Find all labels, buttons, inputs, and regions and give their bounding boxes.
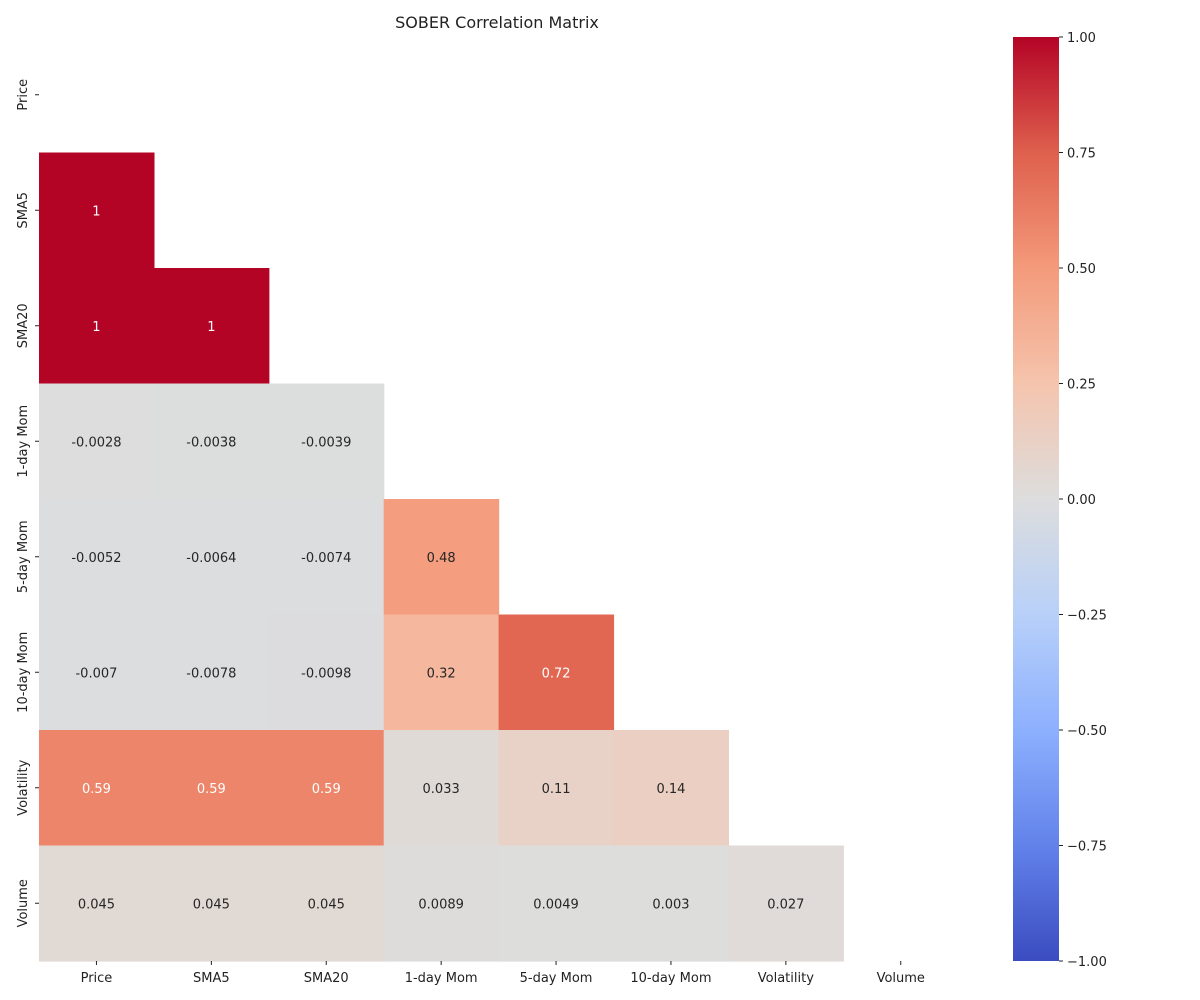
cell-value-label: 0.033 xyxy=(423,782,460,797)
cell-value-label: 0.045 xyxy=(193,897,230,912)
heatmap-cell-volume-sma5 xyxy=(153,845,270,962)
cell-value-label: -0.0039 xyxy=(301,435,351,450)
y-tick-label-sma20: SMA20 xyxy=(16,303,31,348)
x-tick-label-volatility: Volatility xyxy=(758,971,814,986)
heatmap-cell-10-day-mom-price xyxy=(39,614,155,731)
cell-value-label: 0.003 xyxy=(652,897,689,912)
colorbar-tick-label: −0.75 xyxy=(1067,840,1107,855)
y-tick-label-sma5: SMA5 xyxy=(16,192,31,229)
heatmap-cell-volatility-sma5 xyxy=(153,730,270,847)
cell-value-label: 0.0049 xyxy=(533,897,579,912)
heatmap-cell-1-day-mom-sma20 xyxy=(268,383,385,500)
cell-value-label: 0.027 xyxy=(767,897,804,912)
heatmap-cell-10-day-mom-1-day-mom xyxy=(383,614,500,731)
colorbar-tick-label: −1.00 xyxy=(1067,955,1107,970)
x-tick-label-5-day-mom: 5-day Mom xyxy=(520,971,593,986)
cell-value-label: 1 xyxy=(92,204,100,219)
cell-value-label: 0.59 xyxy=(197,782,226,797)
colorbar xyxy=(1013,37,1059,961)
heatmap-cell-volatility-1-day-mom xyxy=(383,730,500,847)
cell-value-label: -0.0052 xyxy=(71,551,121,566)
colorbar-tick-label: 0.00 xyxy=(1067,493,1096,508)
x-axis-ticks: Price SMA5 SMA20 1-day Mom 5-day Mom 10-day M… xyxy=(81,961,925,986)
y-axis-ticks: Price SMA5 SMA20 1-day Mom 5-day Mom 10-day M… xyxy=(16,79,39,927)
heatmap-cell-sma20-price xyxy=(39,268,155,385)
heatmap-cell-5-day-mom-sma5 xyxy=(153,499,270,616)
heatmap-cell-volume-sma20 xyxy=(268,845,385,962)
heatmap-cell-volatility-sma20 xyxy=(268,730,385,847)
cell-value-label: -0.0078 xyxy=(186,666,236,681)
y-tick-label-1-day-mom: 1-day Mom xyxy=(16,405,31,478)
heatmap-cells: 1 1 1 -0.0028 -0.0038 -0.0039 -0.0052 -0.0064 -0… xyxy=(39,152,844,962)
cell-value-label: 0.72 xyxy=(542,666,571,681)
x-tick-label-10-day-mom: 10-day Mom xyxy=(630,971,711,986)
cell-value-label: 0.11 xyxy=(542,782,571,797)
heatmap-cell-sma20-sma5 xyxy=(153,268,270,385)
heatmap-cell-volume-1-day-mom xyxy=(383,845,500,962)
x-tick-label-price: Price xyxy=(81,971,113,986)
chart-title: SOBER Correlation Matrix xyxy=(395,13,599,32)
cell-value-label: -0.0038 xyxy=(186,435,236,450)
cell-value-label: 0.48 xyxy=(427,551,456,566)
x-tick-label-sma20: SMA20 xyxy=(304,971,349,986)
heatmap-cell-1-day-mom-price xyxy=(39,383,155,500)
heatmap-cell-volatility-5-day-mom xyxy=(498,730,615,847)
cell-value-label: -0.0028 xyxy=(71,435,121,450)
x-tick-label-sma5: SMA5 xyxy=(193,971,230,986)
heatmap-cell-sma5-price xyxy=(39,152,155,269)
heatmap-cell-volume-price xyxy=(39,845,155,962)
cell-value-label: -0.0074 xyxy=(301,551,351,566)
heatmap-cell-volatility-10-day-mom xyxy=(613,730,729,847)
cell-value-label: 1 xyxy=(92,320,100,335)
heatmap-cell-volume-10-day-mom xyxy=(613,845,729,962)
heatmap-cell-volume-volatility xyxy=(728,845,844,962)
heatmap-cell-volatility-price xyxy=(39,730,155,847)
heatmap-cell-5-day-mom-sma20 xyxy=(268,499,385,616)
heatmap-cell-10-day-mom-sma20 xyxy=(268,614,385,731)
x-tick-label-volume: Volume xyxy=(877,971,925,986)
cell-value-label: -0.0064 xyxy=(186,551,236,566)
y-tick-label-volatility: Volatility xyxy=(16,759,31,815)
colorbar-tick-label: 1.00 xyxy=(1067,31,1096,46)
cell-value-label: -0.0098 xyxy=(301,666,351,681)
cell-value-label: 0.045 xyxy=(78,897,115,912)
heatmap-cell-5-day-mom-1-day-mom xyxy=(383,499,500,616)
colorbar-tick-label: −0.50 xyxy=(1067,724,1107,739)
cell-value-label: 0.14 xyxy=(656,782,685,797)
cell-value-label: 0.59 xyxy=(312,782,341,797)
cell-value-label: 0.59 xyxy=(82,782,111,797)
colorbar-tick-label: −0.25 xyxy=(1067,609,1107,624)
heatmap-cell-volume-5-day-mom xyxy=(498,845,615,962)
colorbar-tick-label: 0.75 xyxy=(1067,147,1096,162)
heatmap-cell-10-day-mom-sma5 xyxy=(153,614,270,731)
heatmap-cell-5-day-mom-price xyxy=(39,499,155,616)
y-tick-label-volume: Volume xyxy=(16,879,31,927)
cell-value-label: 1 xyxy=(207,320,215,335)
y-tick-label-10-day-mom: 10-day Mom xyxy=(16,632,31,713)
y-tick-label-price: Price xyxy=(16,79,31,111)
colorbar-ticks: 1.00 0.75 0.50 0.25 0.00 −0.25 −0.50 −0.75 −1.00 xyxy=(1059,31,1107,970)
cell-value-label: 0.32 xyxy=(427,666,456,681)
y-tick-label-5-day-mom: 5-day Mom xyxy=(16,520,31,593)
colorbar-tick-label: 0.25 xyxy=(1067,378,1096,393)
x-tick-label-1-day-mom: 1-day Mom xyxy=(405,971,478,986)
cell-value-label: -0.007 xyxy=(75,666,117,681)
colorbar-tick-label: 0.50 xyxy=(1067,262,1096,277)
cell-value-label: 0.045 xyxy=(308,897,345,912)
heatmap-cell-1-day-mom-sma5 xyxy=(153,383,270,500)
heatmap-cell-10-day-mom-5-day-mom xyxy=(498,614,615,731)
cell-value-label: 0.0089 xyxy=(418,897,464,912)
